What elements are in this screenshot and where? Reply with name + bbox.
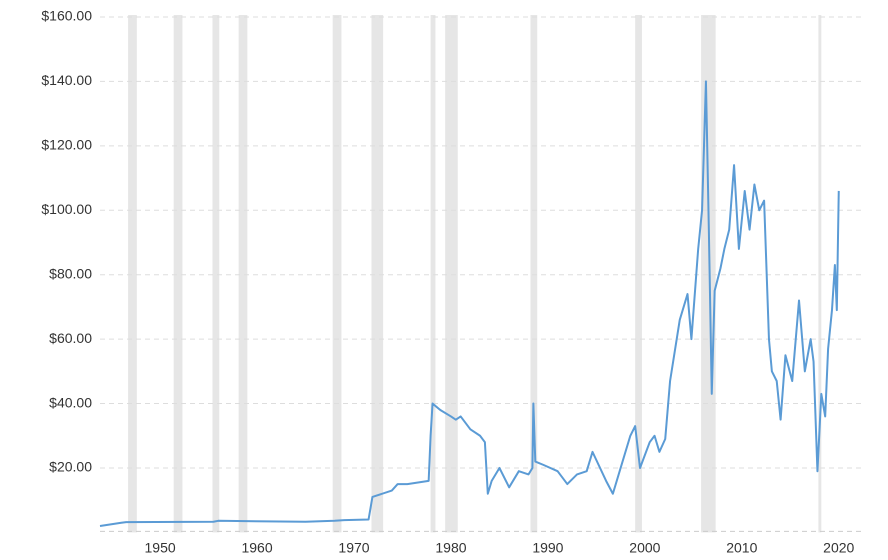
x-tick-label: 2000 [629, 540, 660, 556]
y-tick-label: $20.00 [49, 459, 92, 475]
y-tick-label: $140.00 [41, 72, 92, 88]
y-tick-label: $60.00 [49, 330, 92, 346]
y-tick-label: $120.00 [41, 137, 92, 153]
x-tick-label: 1950 [145, 540, 176, 556]
recession-band [173, 15, 183, 533]
recession-band [128, 15, 137, 533]
recession-band [238, 15, 248, 533]
x-tick-label: 2010 [726, 540, 757, 556]
recession-band [635, 15, 642, 533]
x-tick-label: 1970 [338, 540, 369, 556]
recession-band [430, 15, 436, 533]
x-tick-label: 1960 [241, 540, 272, 556]
recession-band [445, 15, 458, 533]
recession-band [701, 15, 716, 533]
price-line [99, 80, 840, 527]
x-tick-label: 1980 [435, 540, 466, 556]
x-tick-label: 2020 [823, 540, 854, 556]
y-tick-label: $40.00 [49, 394, 92, 410]
recession-band [212, 15, 220, 533]
recession-band [332, 15, 342, 533]
y-tick-label: $100.00 [41, 201, 92, 217]
recession-band [530, 15, 538, 533]
x-tick-label: 1990 [532, 540, 563, 556]
recession-band [818, 15, 822, 533]
y-tick-label: $160.00 [41, 8, 92, 24]
recession-band [371, 15, 384, 533]
y-tick-label: $80.00 [49, 265, 92, 281]
